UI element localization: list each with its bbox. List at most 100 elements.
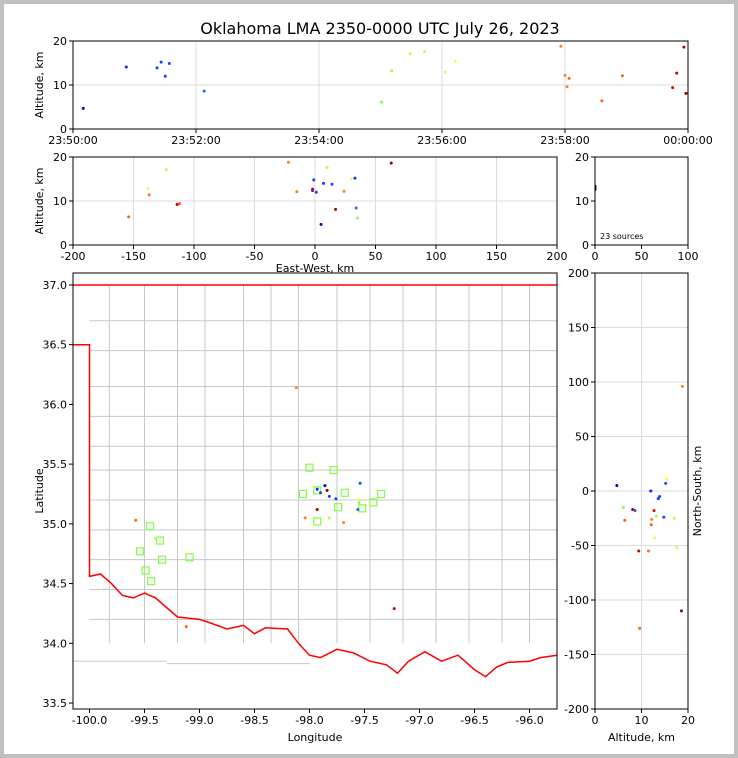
source-point: [327, 494, 331, 498]
x-tick-label: 150: [486, 250, 507, 263]
y-tick-label: 150: [568, 322, 589, 335]
x-tick-label: 0: [592, 714, 599, 727]
source-point: [286, 160, 290, 164]
source-point: [675, 71, 679, 75]
axes-frame: [594, 156, 689, 246]
panel-plan_view: -100.0 -99.5 -99.0 -98.5 -98.0 -97.5 -97.0 -96.…: [33, 272, 558, 744]
y-tick-label: 35.5: [43, 458, 68, 471]
panel-time_altitude: 23:50:00 23:52:00 23:54:00 23:56:00 23:58:00…: [33, 35, 713, 147]
figure-frame: Oklahoma LMA 2350-0000 UTC July 26, 2023…: [4, 4, 734, 754]
source-point: [620, 74, 624, 78]
source-point: [295, 190, 299, 194]
x-tick-label: 23:56:00: [417, 134, 466, 147]
x-tick-label: -97.0: [405, 714, 433, 727]
lma-station: [358, 504, 367, 513]
lma-station: [158, 555, 167, 564]
source-point: [354, 206, 358, 210]
source-point: [680, 384, 684, 388]
source-point: [650, 517, 654, 521]
source-point: [559, 44, 563, 48]
source-point: [671, 86, 675, 90]
x-tick-label: 23:54:00: [294, 134, 343, 147]
source-point: [679, 609, 683, 613]
source-point: [615, 484, 619, 488]
x-tick-label: -96.5: [460, 714, 488, 727]
source-point: [567, 76, 571, 80]
source-point: [675, 546, 679, 550]
panel-ew_altitude: -200 -150 -100 -50 0 50 100 150 200 0 10 20 East-Wes…: [33, 151, 568, 275]
lma-station: [340, 488, 349, 497]
x-tick-label: 23:50:00: [48, 134, 97, 147]
source-point: [342, 521, 346, 525]
source-point: [81, 106, 85, 110]
source-point: [294, 386, 298, 390]
source-point: [623, 518, 627, 522]
y-tick-label: 10: [53, 79, 67, 92]
lma-station: [147, 577, 156, 586]
lma-station: [334, 503, 343, 512]
source-point: [653, 536, 657, 540]
source-point: [357, 500, 361, 504]
source-point: [380, 100, 384, 104]
source-point: [159, 60, 163, 64]
y-tick-label: 50: [575, 431, 589, 444]
x-tick-label: 50: [635, 250, 649, 263]
source-count-label: 23 sources: [600, 232, 643, 241]
source-point: [353, 176, 357, 180]
x-axis-label: Altitude, km: [608, 731, 675, 744]
source-point: [621, 505, 625, 509]
source-point: [147, 193, 151, 197]
y-tick-label: 35.0: [43, 518, 68, 531]
source-point: [184, 625, 188, 629]
x-tick-label: 50: [369, 250, 383, 263]
source-point: [392, 607, 396, 611]
y-tick-label: -150: [564, 649, 589, 662]
source-point: [423, 50, 427, 54]
source-point: [155, 66, 159, 70]
y-tick-label: 0: [582, 485, 589, 498]
x-tick-label: -96.0: [515, 714, 543, 727]
y-tick-label: 20: [575, 151, 589, 164]
source-point: [358, 481, 362, 485]
source-point: [664, 481, 668, 485]
x-tick-label: -99.0: [185, 714, 213, 727]
source-point: [658, 494, 662, 498]
source-point: [164, 168, 168, 172]
y-tick-label: 0: [60, 123, 67, 136]
y-tick-label: 0: [60, 239, 67, 252]
source-point: [146, 187, 150, 191]
source-point: [311, 187, 315, 191]
x-tick-label: -98.5: [240, 714, 268, 727]
source-point: [408, 52, 412, 56]
x-tick-label: -100: [182, 250, 207, 263]
source-point: [154, 536, 157, 540]
axes-frame: [72, 40, 689, 130]
figure-canvas: Oklahoma LMA 2350-0000 UTC July 26, 2023…: [33, 19, 713, 744]
y-axis-label: North-South, km: [691, 446, 704, 537]
source-point: [633, 509, 637, 513]
source-point: [202, 89, 206, 93]
source-point: [323, 484, 327, 488]
source-point: [312, 178, 316, 182]
lma-station: [145, 522, 155, 531]
y-tick-label: 10: [53, 195, 67, 208]
source-point: [389, 161, 393, 165]
source-point: [443, 70, 447, 74]
county-lines: [73, 284, 557, 665]
y-tick-label: -100: [564, 594, 589, 607]
source-point: [631, 508, 635, 512]
lma-station: [141, 566, 150, 575]
source-point: [390, 69, 394, 73]
source-point: [656, 497, 660, 501]
source-point: [314, 190, 318, 194]
x-tick-label: 23:58:00: [540, 134, 589, 147]
y-tick-label: -200: [564, 703, 589, 716]
source-point: [673, 516, 677, 520]
y-tick-label: 200: [568, 267, 589, 280]
axes-frame: [72, 156, 558, 246]
source-point: [334, 497, 338, 501]
y-axis-label: Altitude, km: [33, 167, 46, 234]
axes-frame: [72, 272, 558, 710]
source-point: [319, 222, 323, 226]
source-point: [453, 59, 457, 63]
